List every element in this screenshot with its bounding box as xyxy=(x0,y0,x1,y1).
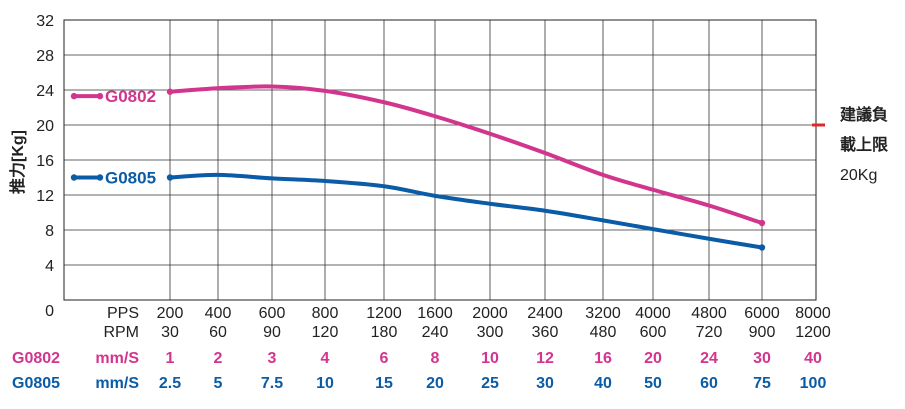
g0805-cell: mm/S xyxy=(95,375,139,392)
g0802-start-point xyxy=(70,92,78,100)
g0802-point xyxy=(166,88,174,95)
y-tick-label: 20 xyxy=(36,118,54,135)
pps-cell: 200 xyxy=(157,305,184,322)
g0805-label-point xyxy=(96,174,104,181)
rpm-cell: 720 xyxy=(696,324,723,341)
load-note-line-3: 20Kg xyxy=(840,167,877,184)
y-tick-label: 28 xyxy=(36,48,54,65)
g0805-cell: 10 xyxy=(316,375,334,392)
rpm-cell: 30 xyxy=(161,324,179,341)
g0805-series-label: G0805 xyxy=(105,169,156,188)
rpm-cell: 300 xyxy=(477,324,504,341)
pps-cell: PPS xyxy=(107,305,139,322)
g0802-cell: 4 xyxy=(321,350,330,367)
rpm-cell: 1200 xyxy=(795,324,831,341)
g0802-cell: 30 xyxy=(753,350,771,367)
y-tick-label: 8 xyxy=(45,223,54,240)
grid xyxy=(64,20,816,300)
g0802-label-point xyxy=(96,92,104,100)
y-tick-label: 4 xyxy=(45,258,54,275)
load-note-line-1: 建議負 xyxy=(840,105,888,124)
rpm-cell: 600 xyxy=(640,324,667,341)
y-axis-ticks: 0 4 8 12 16 20 24 28 32 xyxy=(36,13,54,320)
pps-cell: 2000 xyxy=(472,305,508,322)
rpm-cell: 90 xyxy=(263,324,281,341)
g0802-point xyxy=(758,219,766,227)
pps-cell: 400 xyxy=(205,305,232,322)
g0802-cell: 20 xyxy=(644,350,662,367)
g0802-cell: 1 xyxy=(166,350,175,367)
pps-cell: 1600 xyxy=(417,305,453,322)
g0805-cell: 7.5 xyxy=(261,375,283,392)
g0805-cell: 50 xyxy=(644,375,662,392)
pps-cell: 4000 xyxy=(635,305,671,322)
g0802-cell: 12 xyxy=(536,350,554,367)
g0805-point xyxy=(758,244,766,251)
g0805-cell: 75 xyxy=(753,375,771,392)
rpm-cell: 360 xyxy=(532,324,559,341)
g0802-series-label: G0802 xyxy=(105,87,156,106)
y-tick-label: 0 xyxy=(45,303,54,320)
rpm-cell: RPM xyxy=(103,324,139,341)
rpm-cell: 120 xyxy=(312,324,339,341)
pps-cell: 600 xyxy=(259,305,286,322)
rpm-cell: 60 xyxy=(209,324,227,341)
g0802-curve xyxy=(168,84,764,225)
g0805-cell: 100 xyxy=(800,375,827,392)
rpm-cell: 180 xyxy=(371,324,398,341)
g0802-cell: mm/S xyxy=(95,350,139,367)
load-limit-marker xyxy=(812,123,825,127)
g0805-cell: 5 xyxy=(214,375,223,392)
y-tick-label: 16 xyxy=(36,153,54,170)
g0802-cell: 3 xyxy=(268,350,277,367)
g0802-row-label: G0802 xyxy=(12,350,60,367)
g0805-point xyxy=(166,174,174,181)
speed-table: PPS 200 400 600 800 1200 1600 2000 2400 3200 4000 4… xyxy=(12,305,831,392)
pps-cell: 4800 xyxy=(691,305,727,322)
pps-cell: 800 xyxy=(312,305,339,322)
y-axis-title: 推力[Kg] xyxy=(8,130,27,194)
pps-cell: 1200 xyxy=(366,305,402,322)
y-tick-label: 32 xyxy=(36,13,54,30)
recommended-load-note: 建議負 載上限 20Kg xyxy=(812,105,889,184)
pps-cell: 8000 xyxy=(795,305,831,322)
plot-frame xyxy=(63,19,817,301)
y-tick-label: 12 xyxy=(36,188,54,205)
g0805-cell: 30 xyxy=(536,375,554,392)
g0805-cell: 20 xyxy=(426,375,444,392)
rpm-cell: 900 xyxy=(749,324,776,341)
g0802-cell: 16 xyxy=(594,350,612,367)
load-note-line-2: 載上限 xyxy=(840,136,889,154)
g0805-cell: 60 xyxy=(700,375,718,392)
y-tick-label: 24 xyxy=(36,83,54,100)
g0802-cell: 10 xyxy=(481,350,499,367)
g0805-cell: 40 xyxy=(594,375,612,392)
g0805-row-label: G0805 xyxy=(12,375,60,392)
g0802-cell: 2 xyxy=(214,350,223,367)
g0802-cell: 6 xyxy=(380,350,389,367)
g0802-cell: 40 xyxy=(804,350,822,367)
g0802-cell: 8 xyxy=(431,350,440,367)
pps-cell: 2400 xyxy=(527,305,563,322)
g0805-cell: 2.5 xyxy=(159,375,181,392)
rpm-cell: 240 xyxy=(422,324,449,341)
g0805-cell: 25 xyxy=(481,375,499,392)
series-lines: G0802 G0805 xyxy=(70,84,766,251)
g0805-curve xyxy=(168,172,764,250)
g0805-cell: 15 xyxy=(375,375,393,392)
pps-cell: 3200 xyxy=(585,305,621,322)
g0805-start-point xyxy=(70,174,78,181)
rpm-cell: 480 xyxy=(590,324,617,341)
g0802-cell: 24 xyxy=(700,350,718,367)
pps-cell: 6000 xyxy=(744,305,780,322)
